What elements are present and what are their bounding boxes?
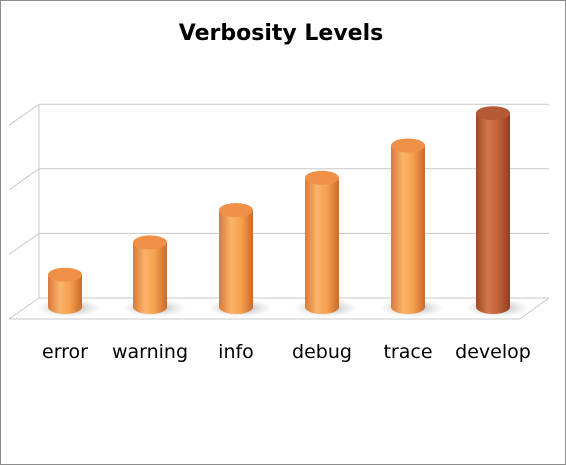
category-label-error: error [42, 341, 88, 363]
bar-develop [464, 106, 530, 317]
grid-layer [8, 103, 550, 320]
bar-top [219, 203, 253, 218]
category-label-warning: warning [112, 341, 188, 363]
bar-body [133, 242, 167, 314]
bar-top [476, 106, 510, 121]
bar-body [476, 113, 510, 314]
bar-layer [36, 106, 530, 317]
bar-warning [121, 235, 187, 317]
bar-body [391, 145, 425, 314]
category-label-trace: trace [383, 341, 432, 363]
bar-body [219, 210, 253, 314]
category-label-develop: develop [455, 341, 531, 363]
gridline [8, 232, 549, 255]
gridline [8, 168, 549, 191]
chart-title: Verbosity Levels [178, 21, 384, 46]
bar-top [391, 138, 425, 153]
bar-body [48, 274, 82, 314]
bar-info [207, 203, 273, 317]
bar-top [133, 235, 167, 250]
category-label-info: info [218, 341, 254, 363]
bar-error [36, 267, 102, 317]
floor-side-edge [519, 297, 550, 320]
bar-body [305, 177, 339, 314]
bar-top [305, 170, 339, 185]
bar-trace [379, 138, 445, 317]
bar-top [48, 267, 82, 282]
label-layer: error warning info debug trace develop [42, 341, 531, 363]
category-label-debug: debug [292, 341, 352, 363]
gridline [8, 103, 549, 126]
bar-debug [293, 170, 359, 317]
